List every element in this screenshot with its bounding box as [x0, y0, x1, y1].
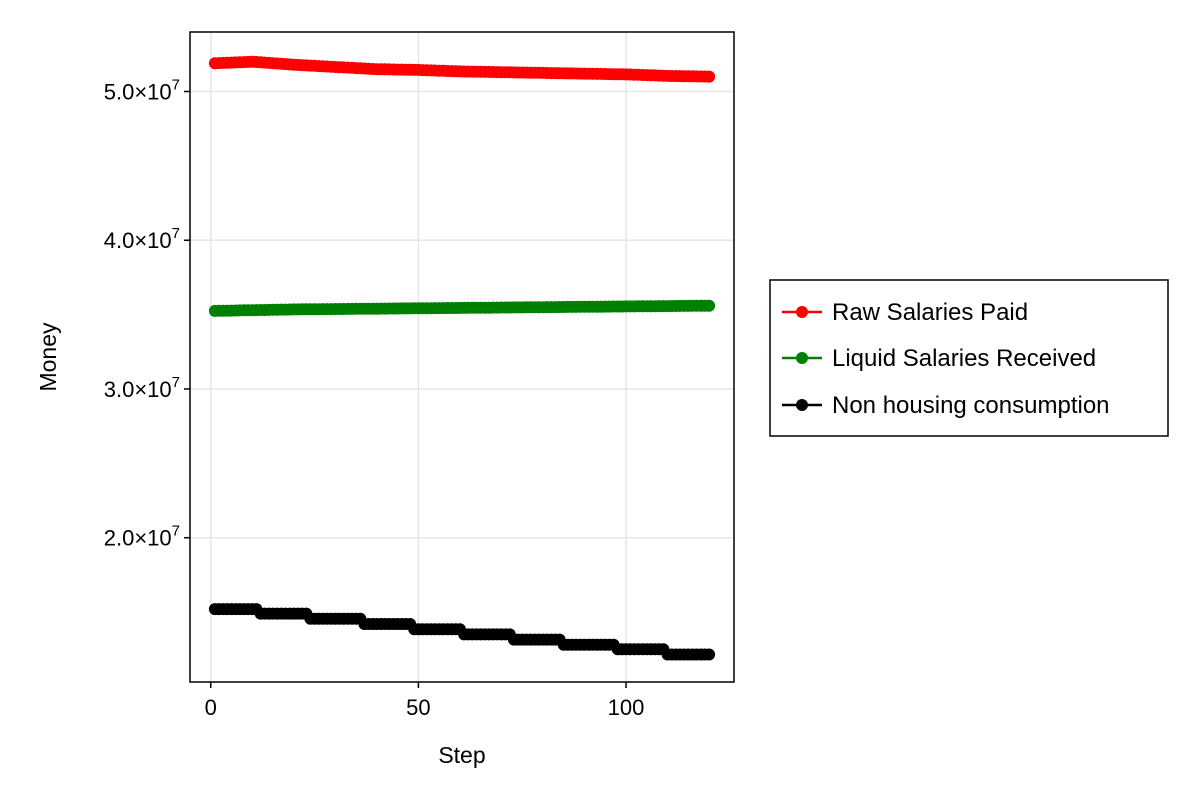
y-tick-label: 5.0×107 [104, 76, 180, 104]
legend-item-liquid-salaries: Liquid Salaries Received [782, 345, 1096, 372]
series-0 [208, 55, 716, 83]
x-tick-label: 100 [608, 695, 645, 720]
legend-marker-liquid-salaries [796, 352, 808, 364]
grid [190, 32, 734, 682]
legend: Raw Salaries Paid Liquid Salaries Receiv… [769, 279, 1169, 437]
legend-marker-non-housing [796, 399, 808, 411]
series-layer [208, 55, 716, 661]
series-1 [208, 299, 716, 317]
y-tick-label: 4.0×107 [104, 225, 180, 253]
x-tick-label: 50 [406, 695, 430, 720]
x-axis: 0 50 100 [205, 682, 645, 720]
x-tick-label: 0 [205, 695, 217, 720]
plot-frame [189, 31, 735, 683]
legend-frame [769, 279, 1169, 437]
legend-marker-raw-salaries [796, 306, 808, 318]
legend-label-liquid-salaries: Liquid Salaries Received [832, 345, 1096, 372]
data-point [703, 648, 716, 661]
y-axis: 2.0×107 3.0×107 4.0×107 5.0×107 [104, 76, 190, 551]
y-tick-label: 3.0×107 [104, 374, 180, 402]
legend-label-raw-salaries: Raw Salaries Paid [832, 299, 1028, 326]
data-point [703, 70, 716, 83]
y-axis-title: Money [35, 322, 61, 392]
y-tick-label: 2.0×107 [104, 523, 180, 551]
legend-item-raw-salaries: Raw Salaries Paid [782, 299, 1028, 326]
data-point [703, 299, 716, 312]
series-2 [208, 603, 716, 661]
legend-item-non-housing: Non housing consumption [782, 392, 1110, 419]
x-axis-title: Step [438, 742, 485, 768]
legend-label-non-housing: Non housing consumption [832, 392, 1110, 419]
